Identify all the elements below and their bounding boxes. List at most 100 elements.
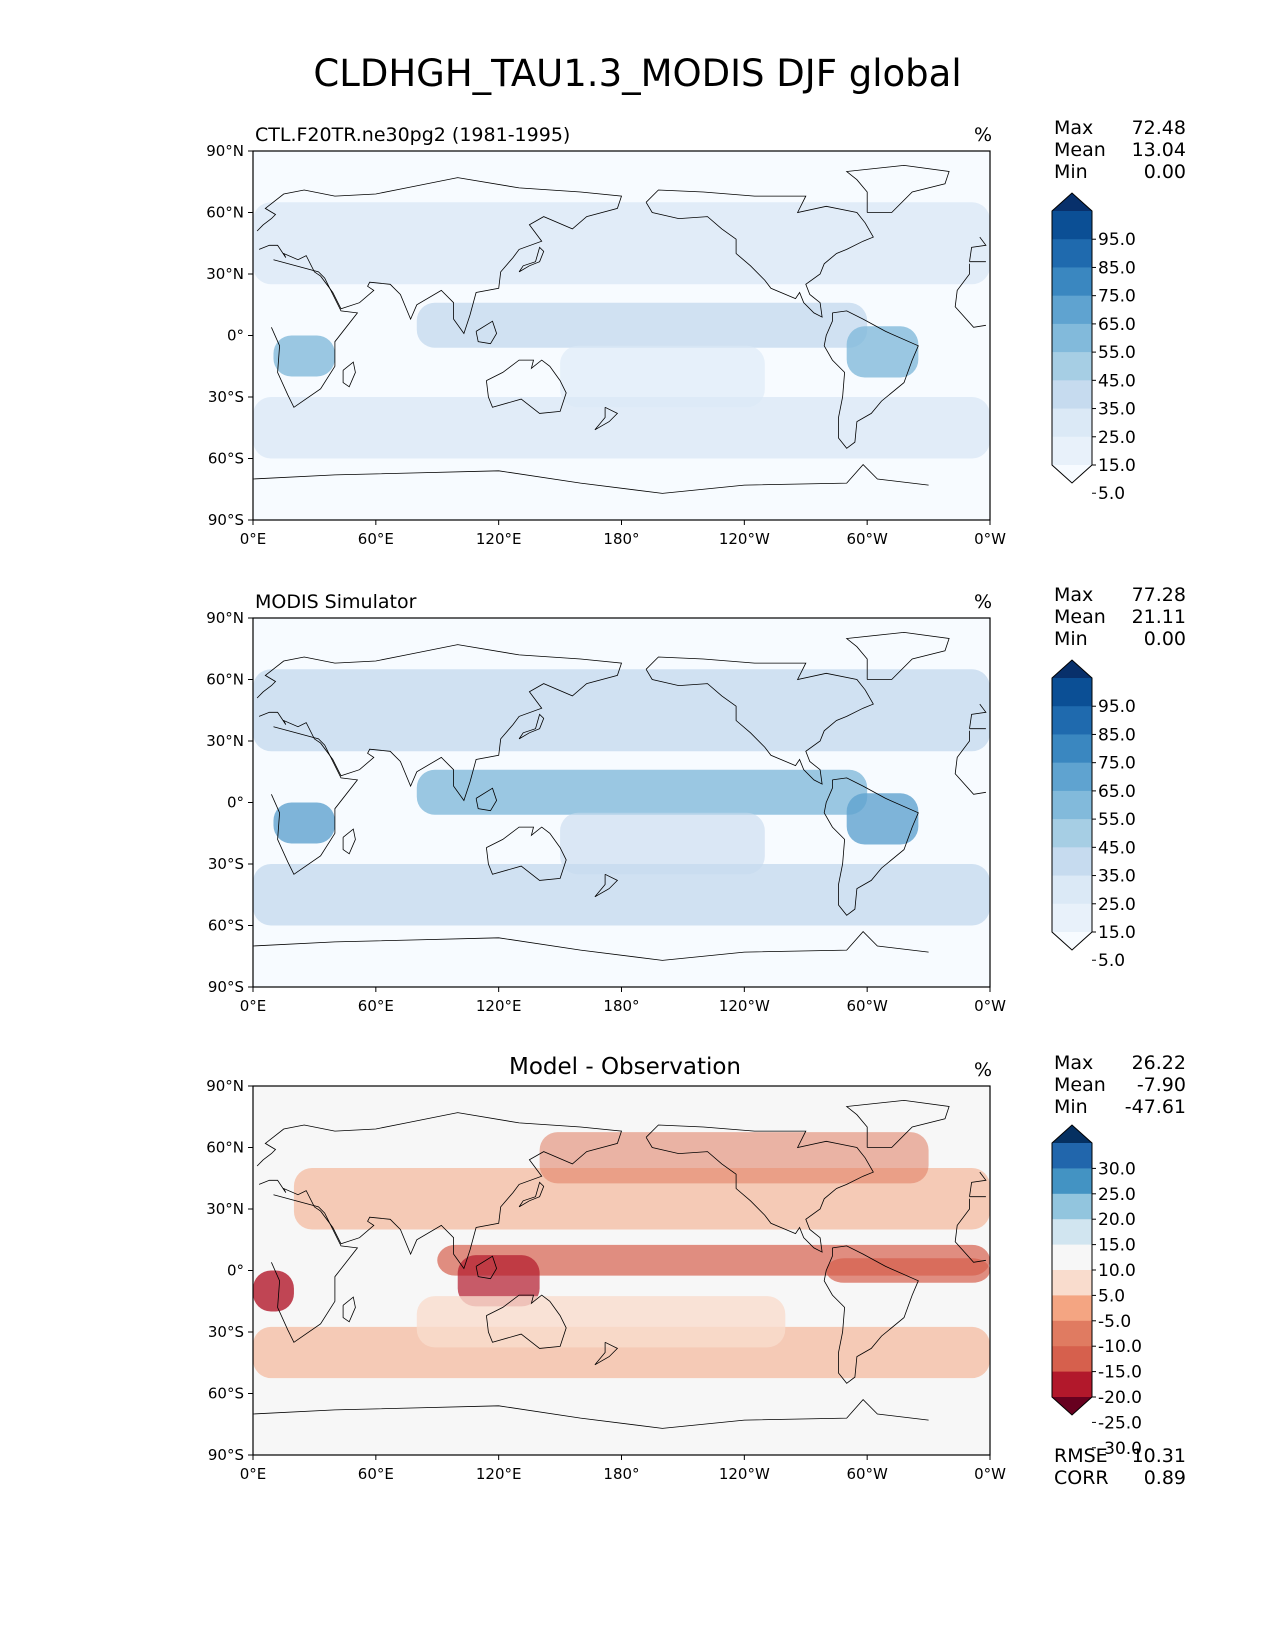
- colorbar-label: 35.0: [1098, 400, 1136, 420]
- coastline: [342, 828, 356, 855]
- y-tick-label: 60°S: [208, 1385, 244, 1403]
- colorbar-segment: [1052, 1219, 1092, 1246]
- colorbar-segment: [1052, 903, 1092, 933]
- y-tick-label: 90°N: [206, 1077, 244, 1095]
- field-band: [560, 345, 765, 408]
- coastlines: [252, 1099, 987, 1429]
- colorbar-segment: [1052, 734, 1092, 764]
- coastline: [475, 1255, 498, 1280]
- colorbar-segment: [1052, 1143, 1092, 1169]
- colorbar-segment: [1052, 819, 1092, 848]
- x-tick-label: 120°W: [719, 530, 770, 548]
- coastline: [823, 777, 919, 916]
- colorbar-label: 25.0: [1098, 1185, 1136, 1205]
- coastline: [594, 873, 619, 898]
- stat-corr: 0.89: [1143, 1467, 1186, 1489]
- coastline: [518, 246, 545, 273]
- coastline: [475, 787, 498, 812]
- field-band: [253, 397, 990, 459]
- colorbar-label: 10.0: [1098, 1261, 1136, 1281]
- colorbar-label: -15.0: [1098, 1363, 1142, 1383]
- stat-label: Max: [1054, 1052, 1094, 1074]
- colorbar-segment: [1052, 1244, 1092, 1271]
- y-tick-label: 30°N: [206, 1200, 244, 1218]
- y-tick-label: 60°N: [206, 1139, 244, 1157]
- field-band: [846, 326, 919, 378]
- x-tick-label: 120°W: [719, 1465, 770, 1483]
- x-tick-label: 60°E: [358, 530, 394, 548]
- colorbar-segment: [1052, 352, 1092, 381]
- y-tick-label: 30°N: [206, 265, 244, 283]
- field-band: [253, 202, 990, 285]
- x-tick-label: 120°W: [719, 997, 770, 1015]
- stat-max: 77.28: [1131, 584, 1186, 606]
- coastline: [823, 310, 919, 449]
- stat-label: CORR: [1054, 1467, 1109, 1489]
- coastline: [486, 1294, 567, 1349]
- x-tick-label: 60°W: [846, 530, 888, 548]
- colorbar-segment: [1052, 762, 1092, 792]
- stat-mean: -7.90: [1136, 1074, 1186, 1096]
- stats-block: Max 77.28 Mean 21.11 Min 0.00: [1054, 584, 1186, 650]
- coastline: [518, 713, 545, 740]
- panel-title: CTL.F20TR.ne30pg2 (1981-1995): [255, 124, 571, 146]
- y-tick-label: 30°S: [208, 388, 244, 406]
- coastline: [645, 189, 874, 318]
- stat-label: Mean: [1054, 606, 1106, 628]
- colorbar-label: -5.0: [1098, 1312, 1131, 1332]
- stat-min: 0.00: [1143, 161, 1186, 183]
- colorbar-segment: [1052, 295, 1092, 325]
- stat-max: 26.22: [1131, 1052, 1186, 1074]
- panel-test: CTL.F20TR.ne30pg2 (1981-1995) % Max 72.48…: [0, 115, 1275, 585]
- y-tick-label: 60°N: [206, 204, 244, 222]
- colorbar-label: 95.0: [1098, 697, 1136, 717]
- x-tick-label: 60°W: [846, 1465, 888, 1483]
- colorbar-label: 65.0: [1098, 782, 1136, 802]
- coastline: [252, 1399, 929, 1429]
- field-band: [273, 802, 335, 844]
- stat-min: -47.61: [1124, 1096, 1186, 1118]
- colorbar-label: 15.0: [1098, 456, 1136, 476]
- coastline: [342, 1296, 356, 1323]
- colorbar-label: 85.0: [1098, 725, 1136, 745]
- y-tick-label: 30°S: [208, 1323, 244, 1341]
- colorbar-segment: [1052, 847, 1092, 877]
- coastlines: [252, 631, 987, 961]
- y-tick-label: 0°: [227, 794, 244, 812]
- colorbar-label: -20.0: [1098, 1388, 1142, 1408]
- coastline: [271, 726, 986, 875]
- colorbar-segment: [1052, 1270, 1092, 1296]
- x-tick-label: 60°E: [358, 1465, 394, 1483]
- stat-label: Min: [1054, 1096, 1088, 1118]
- colorbar-label: 5.0: [1098, 1286, 1125, 1306]
- field-band: [273, 335, 335, 377]
- coastline: [823, 1245, 919, 1384]
- x-tick-label: 120°E: [476, 530, 522, 548]
- colorbar-segment: [1052, 1320, 1092, 1347]
- x-tick-label: 180°: [603, 530, 639, 548]
- colorbar-extend-top: [1052, 193, 1092, 211]
- colorbar-label: 45.0: [1098, 371, 1136, 391]
- colorbar-segment: [1052, 1193, 1092, 1220]
- stat-max: 72.48: [1131, 117, 1186, 139]
- map-plot: 0°E 60°E 120°E 180° 120°W 60°W 0°W 90°N 60°N 30°N…: [206, 609, 1136, 1015]
- coastline: [252, 931, 929, 961]
- panel-reference: MODIS Simulator % Max 77.28 Mean 21.11 Min…: [0, 582, 1275, 1052]
- x-tick-label: 60°W: [846, 997, 888, 1015]
- y-tick-label: 60°S: [208, 450, 244, 468]
- colorbar-label: 65.0: [1098, 315, 1136, 335]
- stat-label: Mean: [1054, 139, 1106, 161]
- field-band: [846, 793, 919, 845]
- y-tick-label: 90°N: [206, 142, 244, 160]
- field-band: [416, 302, 868, 348]
- stat-label: Mean: [1054, 1074, 1106, 1096]
- field-band: [253, 1270, 294, 1312]
- colorbar: 95.0 85.0 75.0 65.0 55.0 45.0 35.0 25.0 15.0 5.0: [1051, 192, 1136, 504]
- colorbar-label: 85.0: [1098, 258, 1136, 278]
- coastline: [845, 1099, 950, 1148]
- colorbar-extend-top: [1052, 660, 1092, 678]
- stat-label: Max: [1054, 584, 1094, 606]
- map-field: [253, 151, 990, 520]
- colorbar-label: 75.0: [1098, 754, 1136, 774]
- y-tick-label: 90°S: [208, 978, 244, 996]
